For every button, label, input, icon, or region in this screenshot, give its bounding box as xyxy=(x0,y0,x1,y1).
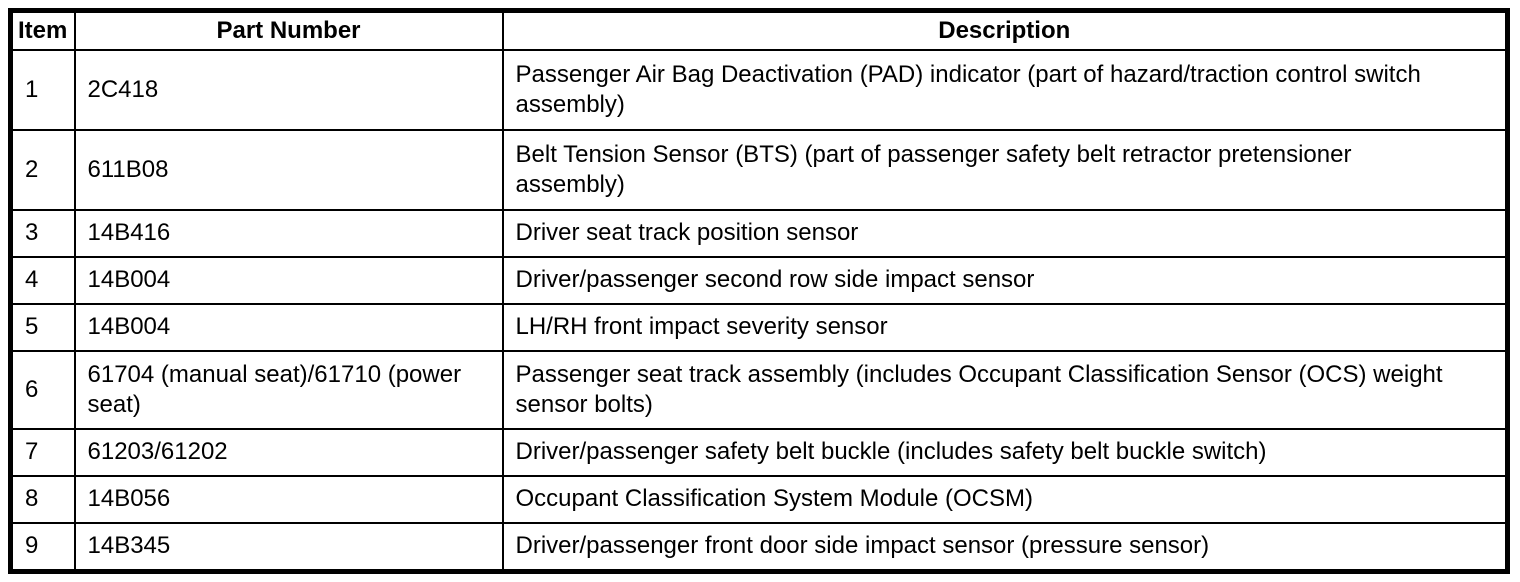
table-row: 1 2C418 Passenger Air Bag Deactivation (… xyxy=(9,48,1509,131)
description-cell: Occupant Classification System Module (O… xyxy=(501,474,1509,524)
part-number-cell: 61203/61202 xyxy=(73,427,504,477)
table-row: 7 61203/61202 Driver/passenger safety be… xyxy=(9,427,1509,477)
item-cell: 5 xyxy=(9,302,76,352)
item-cell: 2 xyxy=(9,128,76,211)
description-cell: Driver seat track position sensor xyxy=(501,208,1509,258)
table-row: 6 61704 (manual seat)/61710 (power seat)… xyxy=(9,349,1509,430)
description-cell: Belt Tension Sensor (BTS) (part of passe… xyxy=(501,128,1509,211)
table-row: 3 14B416 Driver seat track position sens… xyxy=(9,208,1509,258)
item-cell: 7 xyxy=(9,427,76,477)
part-number-cell: 2C418 xyxy=(73,48,504,131)
part-number-cell: 14B345 xyxy=(73,521,504,573)
part-number-cell: 14B416 xyxy=(73,208,504,258)
table-row: 2 611B08 Belt Tension Sensor (BTS) (part… xyxy=(9,128,1509,211)
column-header-description: Description xyxy=(501,9,1509,51)
part-number-cell: 61704 (manual seat)/61710 (power seat) xyxy=(73,349,504,430)
table-row: 8 14B056 Occupant Classification System … xyxy=(9,474,1509,524)
table-row: 5 14B004 LH/RH front impact severity sen… xyxy=(9,302,1509,352)
parts-table: Item Part Number Description 1 2C418 Pas… xyxy=(8,8,1510,574)
part-number-cell: 611B08 xyxy=(73,128,504,211)
description-cell: Driver/passenger second row side impact … xyxy=(501,255,1509,305)
item-cell: 4 xyxy=(9,255,76,305)
item-cell: 1 xyxy=(9,48,76,131)
description-cell: Driver/passenger front door side impact … xyxy=(501,521,1509,573)
part-number-cell: 14B004 xyxy=(73,255,504,305)
item-cell: 3 xyxy=(9,208,76,258)
part-number-cell: 14B056 xyxy=(73,474,504,524)
table-row: 4 14B004 Driver/passenger second row sid… xyxy=(9,255,1509,305)
table-row: 9 14B345 Driver/passenger front door sid… xyxy=(9,521,1509,573)
part-number-cell: 14B004 xyxy=(73,302,504,352)
description-cell: LH/RH front impact severity sensor xyxy=(501,302,1509,352)
item-cell: 6 xyxy=(9,349,76,430)
column-header-item: Item xyxy=(9,9,76,51)
item-cell: 9 xyxy=(9,521,76,573)
item-cell: 8 xyxy=(9,474,76,524)
description-cell: Passenger seat track assembly (includes … xyxy=(501,349,1509,430)
column-header-part-number: Part Number xyxy=(73,9,504,51)
table-header-row: Item Part Number Description xyxy=(9,9,1509,51)
description-cell: Passenger Air Bag Deactivation (PAD) ind… xyxy=(501,48,1509,131)
description-cell: Driver/passenger safety belt buckle (inc… xyxy=(501,427,1509,477)
